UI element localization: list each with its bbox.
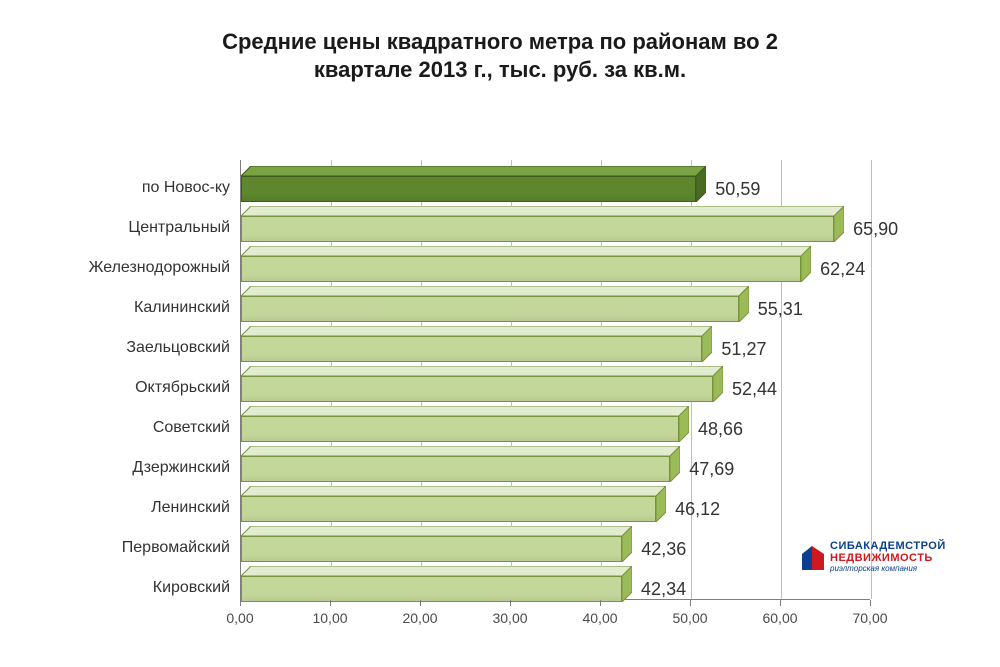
bar: [241, 446, 680, 482]
bar-top: [241, 206, 844, 216]
bar-top: [241, 486, 666, 496]
value-label: 52,44: [732, 379, 777, 400]
bar-top: [241, 566, 632, 576]
bar-face: [241, 216, 834, 242]
x-tick-label: 70,00: [852, 610, 887, 626]
value-label: 47,69: [689, 459, 734, 480]
category-label: Калининский: [134, 299, 230, 317]
value-label: 46,12: [675, 499, 720, 520]
bar-side: [696, 166, 706, 202]
bar-side: [679, 406, 689, 442]
bar: [241, 246, 811, 282]
value-label: 48,66: [698, 419, 743, 440]
bar: [241, 326, 712, 362]
bar-top: [241, 526, 632, 536]
category-label: Советский: [153, 419, 230, 437]
bar-top: [241, 446, 680, 456]
value-label: 42,34: [641, 579, 686, 600]
x-tick: [240, 600, 241, 606]
company-logo: СИБАКАДЕМСТРОЙ НЕДВИЖИМОСТЬ риэлторская …: [830, 540, 946, 573]
value-label: 51,27: [721, 339, 766, 360]
bar-face: [241, 536, 622, 562]
x-tick-label: 50,00: [672, 610, 707, 626]
category-label: по Новос-ку: [142, 179, 230, 197]
bar: [241, 206, 844, 242]
bar: [241, 406, 689, 442]
x-tick: [870, 600, 871, 606]
bar: [241, 566, 632, 602]
category-label: Заельцовский: [126, 339, 230, 357]
bar-top: [241, 286, 749, 296]
category-label: Кировский: [153, 579, 230, 597]
bar: [241, 526, 632, 562]
value-label: 55,31: [758, 299, 803, 320]
value-label: 65,90: [853, 219, 898, 240]
bar-face: [241, 576, 622, 602]
bar-face: [241, 496, 656, 522]
bar: [241, 486, 666, 522]
category-label: Дзержинский: [132, 459, 230, 477]
bar-face: [241, 336, 702, 362]
x-tick-label: 0,00: [226, 610, 253, 626]
logo-icon: [800, 542, 826, 572]
bar-side: [622, 566, 632, 602]
category-label: Центральный: [128, 219, 230, 237]
bar-side: [670, 446, 680, 482]
bar-top: [241, 406, 689, 416]
bar-face: [241, 176, 696, 202]
x-tick-label: 30,00: [492, 610, 527, 626]
bar-side: [801, 246, 811, 282]
bar: [241, 366, 723, 402]
x-tick-label: 60,00: [762, 610, 797, 626]
logo-line3: риэлторская компания: [830, 564, 946, 573]
category-label: Октябрьский: [135, 379, 230, 397]
bar: [241, 286, 749, 322]
x-tick-label: 40,00: [582, 610, 617, 626]
x-tick: [510, 600, 511, 606]
category-label: Первомайский: [122, 539, 230, 557]
bar-side: [713, 366, 723, 402]
value-label: 50,59: [715, 179, 760, 200]
x-tick: [690, 600, 691, 606]
category-label: Железнодорожный: [89, 259, 230, 277]
bar-face: [241, 296, 739, 322]
bar-face: [241, 416, 679, 442]
bar-side: [622, 526, 632, 562]
bar-face: [241, 256, 801, 282]
bar-face: [241, 376, 713, 402]
x-tick: [780, 600, 781, 606]
x-tick-label: 20,00: [402, 610, 437, 626]
logo-line2: НЕДВИЖИМОСТЬ: [830, 552, 946, 564]
bar-top: [241, 366, 723, 376]
x-tick-label: 10,00: [312, 610, 347, 626]
x-tick: [330, 600, 331, 606]
bar-top: [241, 246, 811, 256]
bar-top: [241, 166, 706, 176]
value-label: 42,36: [641, 539, 686, 560]
bar-side: [702, 326, 712, 362]
bar-side: [656, 486, 666, 522]
category-label: Ленинский: [151, 499, 230, 517]
x-tick: [420, 600, 421, 606]
bar: [241, 166, 706, 202]
bar-face: [241, 456, 670, 482]
bar-top: [241, 326, 712, 336]
chart-title: Средние цены квадратного метра по района…: [0, 28, 1000, 83]
bar-side: [834, 206, 844, 242]
value-label: 62,24: [820, 259, 865, 280]
x-tick: [600, 600, 601, 606]
bar-side: [739, 286, 749, 322]
logo-line1: СИБАКАДЕМСТРОЙ: [830, 540, 946, 552]
